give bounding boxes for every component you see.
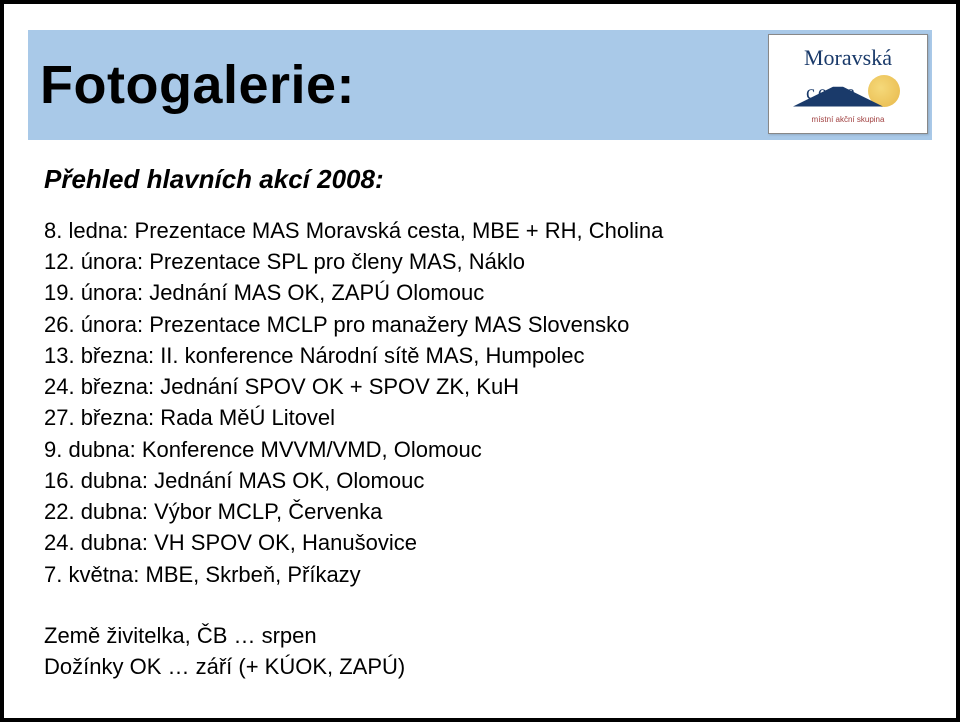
event-item: 26. února: Prezentace MCLP pro manažery … (44, 309, 916, 340)
slide-body: Přehled hlavních akcí 2008: 8. ledna: Pr… (44, 164, 916, 682)
logo-graphic: ce ta (788, 73, 908, 113)
slide-frame: Fotogalerie: Moravská ce ta místní akční… (0, 0, 960, 722)
footer-line: Země živitelka, ČB … srpen (44, 620, 916, 651)
event-item: 13. března: II. konference Národní sítě … (44, 340, 916, 371)
event-item: 9. dubna: Konference MVVM/VMD, Olomouc (44, 434, 916, 465)
page-title: Fotogalerie: (28, 54, 355, 116)
event-item: 22. dubna: Výbor MCLP, Červenka (44, 496, 916, 527)
event-item: 24. března: Jednání SPOV OK + SPOV ZK, K… (44, 371, 916, 402)
event-item: 19. února: Jednání MAS OK, ZAPÚ Olomouc (44, 277, 916, 308)
logo-tagline: místní akční skupina (812, 115, 885, 124)
logo-road-text: ce ta (806, 82, 858, 105)
footer-line: Dožínky OK … září (+ KÚOK, ZAPÚ) (44, 651, 916, 682)
subtitle: Přehled hlavních akcí 2008: (44, 164, 916, 195)
event-item: 12. února: Prezentace SPL pro členy MAS,… (44, 246, 916, 277)
event-item: 8. ledna: Prezentace MAS Moravská cesta,… (44, 215, 916, 246)
footer-notes: Země živitelka, ČB … srpen Dožínky OK … … (44, 620, 916, 682)
event-item: 7. května: MBE, Skrbeň, Příkazy (44, 559, 916, 590)
logo-moravska-cesta: Moravská ce ta místní akční skupina (768, 34, 928, 134)
event-item: 24. dubna: VH SPOV OK, Hanušovice (44, 527, 916, 558)
events-list: 8. ledna: Prezentace MAS Moravská cesta,… (44, 215, 916, 590)
event-item: 16. dubna: Jednání MAS OK, Olomouc (44, 465, 916, 496)
event-item: 27. března: Rada MěÚ Litovel (44, 402, 916, 433)
logo-top-text: Moravská (804, 45, 892, 71)
